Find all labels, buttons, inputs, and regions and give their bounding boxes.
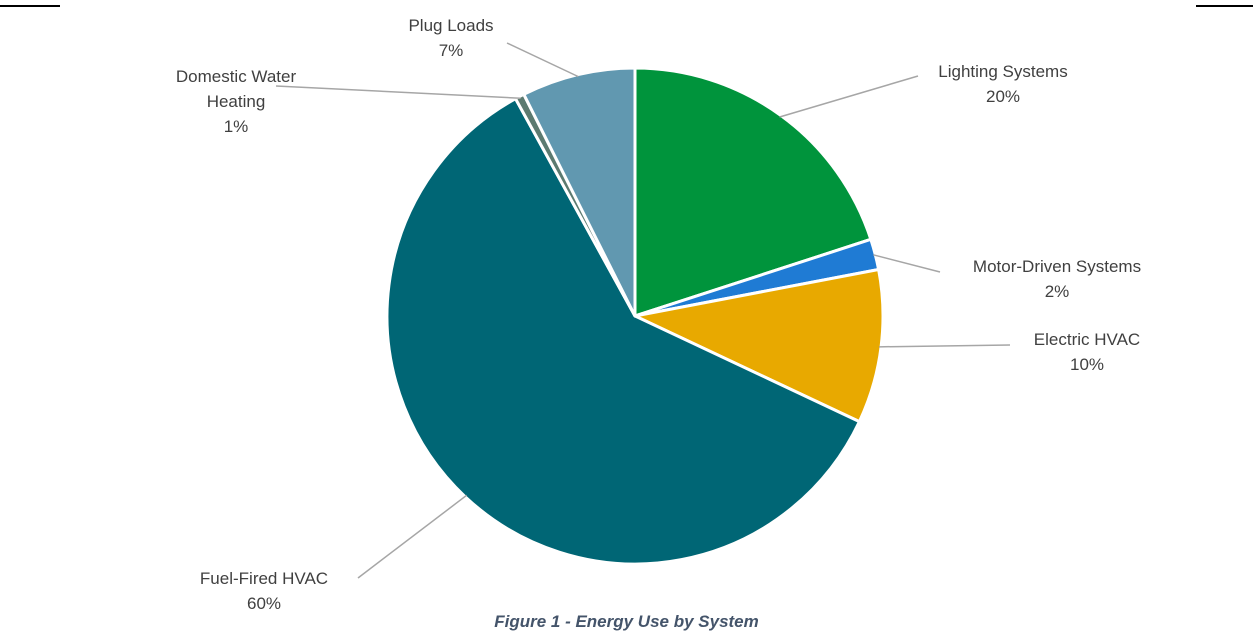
data-label-category: Motor-Driven Systems	[973, 257, 1141, 276]
data-label-category: Fuel-Fired HVAC	[200, 569, 328, 588]
data-label-value: 2%	[1045, 282, 1070, 301]
data-label-value: 7%	[439, 41, 464, 60]
data-label-category: Lighting Systems	[938, 62, 1067, 81]
pie-chart: Lighting Systems 20% Motor-Driven Systems 2…	[176, 16, 1141, 610]
leader-line	[275, 85, 521, 99]
leader-line	[779, 75, 919, 118]
top-rule-right	[1196, 5, 1253, 7]
data-label-value: 60%	[247, 594, 281, 610]
data-label-category: Plug Loads	[408, 16, 493, 35]
leader-line	[879, 344, 1011, 348]
data-label-category: Electric HVAC	[1034, 330, 1140, 349]
leader-line	[357, 494, 468, 579]
data-labels: Lighting Systems 20% Motor-Driven Systems 2…	[176, 16, 1141, 610]
figure-caption: Figure 1 - Energy Use by System	[494, 612, 759, 631]
top-rule-left	[0, 5, 60, 7]
data-label-category: Heating	[207, 92, 266, 111]
leader-lines	[275, 42, 1011, 579]
leader-line	[506, 42, 579, 78]
pie-slice-lighting-systems	[633, 66, 873, 318]
pie-slices	[385, 66, 885, 566]
data-label-value: 20%	[986, 87, 1020, 106]
data-label-value: 1%	[224, 117, 249, 136]
leader-line	[873, 254, 941, 273]
pie-slice-plug-loads	[522, 66, 637, 318]
data-label-value: 10%	[1070, 355, 1104, 374]
data-label-category: Domestic Water	[176, 67, 297, 86]
